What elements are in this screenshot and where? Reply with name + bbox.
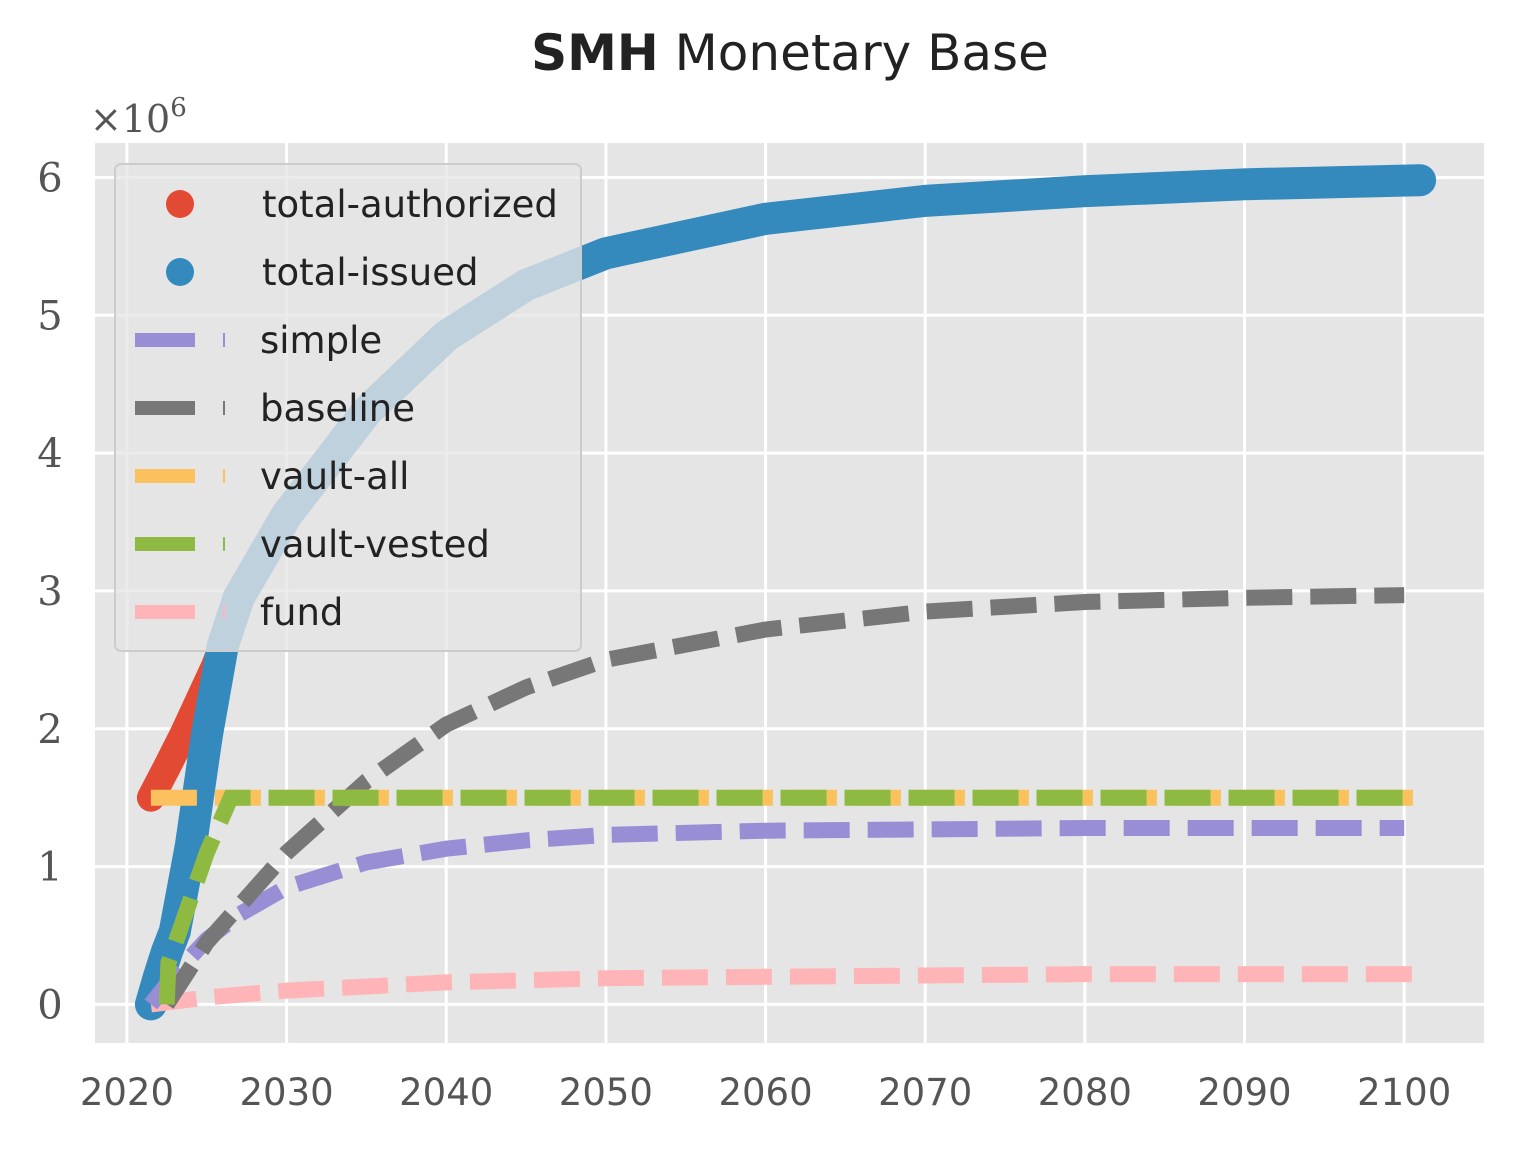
y-tick-label: 4 <box>37 431 62 477</box>
legend-label-total-authorized: total-authorized <box>262 183 558 226</box>
legend-marker-total-authorized <box>166 190 194 218</box>
x-tick-label: 2020 <box>80 1071 174 1114</box>
x-tick-label: 2040 <box>399 1071 493 1114</box>
legend-label-fund: fund <box>260 591 343 634</box>
series-vault-vested <box>158 789 1421 1005</box>
chart-title-rest: Monetary Base <box>659 24 1049 82</box>
legend-label-baseline: baseline <box>260 387 415 430</box>
x-tick-label: 2030 <box>240 1071 334 1114</box>
chart-title: SMH Monetary Base <box>531 24 1049 82</box>
series-fund <box>149 966 1421 1013</box>
y-multiplier-base: ×10 <box>90 97 170 141</box>
y-multiplier-exponent: 6 <box>170 93 187 123</box>
legend-label-total-issued: total-issued <box>262 251 479 294</box>
y-tick-label: 0 <box>37 982 62 1028</box>
x-tick-label: 2100 <box>1357 1071 1451 1114</box>
y-tick-label: 3 <box>37 569 62 615</box>
legend: total-authorized total-issued simple baseli… <box>114 163 582 652</box>
x-tick-label: 2050 <box>559 1071 653 1114</box>
y-tick-label: 6 <box>37 155 62 201</box>
series-baseline <box>160 587 1405 1009</box>
chart-title-bold: SMH <box>531 24 659 82</box>
y-multiplier: ×106 <box>90 93 187 141</box>
x-tick-label: 2090 <box>1197 1071 1291 1114</box>
x-tick-label: 2080 <box>1038 1071 1132 1114</box>
y-tick-label: 5 <box>37 293 62 339</box>
y-tick-label: 2 <box>37 707 62 753</box>
legend-box <box>114 163 582 652</box>
x-tick-labels: 2020 2030 2040 2050 2060 2070 2080 2090 2100 <box>80 1071 1451 1114</box>
legend-label-vault-vested: vault-vested <box>260 523 490 566</box>
x-tick-label: 2070 <box>878 1071 972 1114</box>
legend-label-simple: simple <box>260 319 382 362</box>
legend-marker-total-issued <box>166 258 194 286</box>
x-tick-label: 2060 <box>718 1071 812 1114</box>
legend-label-vault-all: vault-all <box>260 455 409 498</box>
y-tick-label: 1 <box>37 845 62 891</box>
y-tick-labels: 0 1 2 3 4 5 6 <box>37 155 62 1028</box>
